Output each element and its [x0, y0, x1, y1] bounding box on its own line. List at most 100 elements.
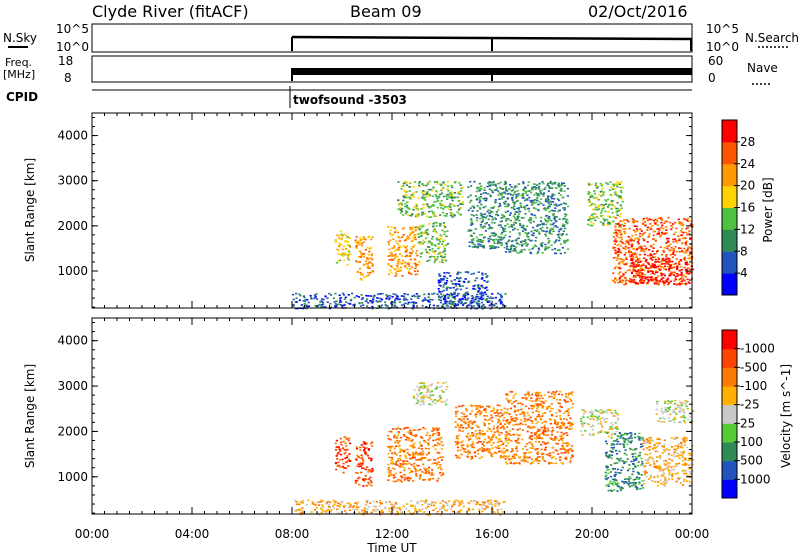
- scatter-cell: [595, 206, 598, 209]
- scatter-cell: [685, 271, 688, 274]
- scatter-cell: [455, 406, 458, 409]
- scatter-cell: [605, 442, 608, 445]
- scatter-cell: [558, 184, 561, 187]
- scatter-cell: [522, 197, 525, 199]
- scatter-cell: [399, 207, 402, 209]
- scatter-cell: [473, 207, 476, 209]
- scatter-cell: [431, 189, 434, 192]
- scatter-cell: [536, 224, 540, 226]
- scatter-cell: [459, 285, 462, 287]
- scatter-cell: [504, 234, 507, 237]
- scatter-cell: [543, 460, 546, 462]
- scatter-cell: [644, 260, 648, 262]
- scatter-cell: [472, 423, 475, 425]
- scatter-cell: [403, 462, 406, 464]
- scatter-cell: [644, 224, 647, 227]
- scatter-cell: [499, 204, 502, 207]
- scatter-cell: [617, 253, 620, 256]
- scatter-cell: [689, 271, 692, 274]
- scatter-cell: [431, 293, 434, 295]
- scatter-cell: [642, 218, 645, 220]
- scatter-cell: [522, 411, 525, 413]
- scatter-cell: [616, 428, 619, 430]
- scatter-cell: [451, 199, 454, 202]
- scatter-cell: [599, 418, 602, 420]
- scatter-cell: [474, 288, 477, 291]
- scatter-cell: [538, 391, 541, 394]
- scatter-cell: [525, 398, 528, 401]
- scatter-cell: [641, 264, 644, 267]
- scatter-cell: [486, 301, 489, 303]
- scatter-cell: [440, 401, 443, 403]
- scatter-cell: [422, 184, 425, 187]
- scatter-cell: [407, 214, 410, 216]
- scatter-cell: [610, 426, 613, 428]
- scatter-cell: [548, 232, 551, 235]
- scatter-cell: [626, 241, 629, 243]
- scatter-cell: [365, 447, 368, 449]
- scatter-cell: [458, 213, 461, 215]
- scatter-cell: [535, 457, 538, 460]
- scatter-cell: [422, 394, 425, 396]
- scatter-cell: [680, 222, 683, 224]
- scatter-cell: [614, 409, 617, 412]
- scatter-cell: [637, 273, 640, 275]
- scatter-cell: [510, 458, 513, 460]
- scatter-cell: [392, 480, 395, 483]
- scatter-cell: [598, 410, 601, 413]
- scatter-cell: [633, 261, 636, 264]
- scatter-cell: [682, 278, 685, 280]
- scatter-cell: [481, 308, 484, 310]
- scatter-cell: [482, 239, 485, 242]
- scatter-cell: [306, 305, 309, 308]
- scatter-cell: [466, 444, 469, 446]
- scatter-cell: [663, 247, 666, 249]
- scatter-cell: [523, 413, 526, 415]
- scatter-cell: [627, 437, 630, 440]
- scatter-cell: [639, 280, 642, 282]
- scatter-cell: [571, 455, 574, 458]
- scatter-cell: [616, 457, 619, 460]
- scatter-cell: [518, 456, 521, 458]
- scatter-cell: [441, 261, 444, 263]
- scatter-cell: [617, 247, 620, 250]
- scatter-cell: [395, 437, 399, 439]
- scatter-cell: [423, 196, 426, 199]
- scatter-cell: [439, 279, 442, 282]
- scatter-cell: [352, 304, 355, 306]
- scatter-cell: [639, 267, 642, 270]
- scatter-cell: [481, 298, 484, 301]
- scatter-cell: [310, 296, 313, 299]
- scatter-cell: [397, 431, 400, 433]
- scatter-cell: [472, 239, 475, 241]
- scatter-cell: [401, 304, 404, 307]
- scatter-cell: [518, 219, 521, 222]
- scatter-cell: [484, 192, 487, 194]
- scatter-cell: [506, 431, 509, 434]
- scatter-cell: [447, 297, 450, 299]
- scatter-cell: [503, 246, 506, 249]
- scatter-cell: [417, 297, 420, 299]
- scatter-cell: [401, 204, 404, 206]
- scatter-cell: [555, 412, 558, 414]
- scatter-cell: [610, 208, 613, 210]
- scatter-cell: [460, 419, 463, 422]
- scatter-cell: [488, 240, 491, 242]
- scatter-cell: [393, 249, 396, 252]
- scatter-cell: [422, 193, 425, 196]
- scatter-cell: [423, 204, 426, 206]
- scatter-cell: [621, 281, 624, 284]
- scatter-cell: [607, 431, 610, 433]
- scatter-cell: [410, 440, 413, 442]
- scatter-cell: [529, 217, 532, 219]
- scatter-cell: [487, 435, 490, 438]
- scatter-cell: [558, 209, 561, 212]
- scatter-cell: [527, 391, 530, 393]
- scatter-cell: [343, 298, 346, 300]
- scatter-cell: [305, 304, 308, 306]
- scatter-cell: [661, 233, 664, 235]
- scatter-cell: [492, 206, 496, 208]
- scatter-cell: [404, 205, 407, 208]
- scatter-cell: [494, 238, 497, 241]
- scatter-cell: [365, 453, 368, 456]
